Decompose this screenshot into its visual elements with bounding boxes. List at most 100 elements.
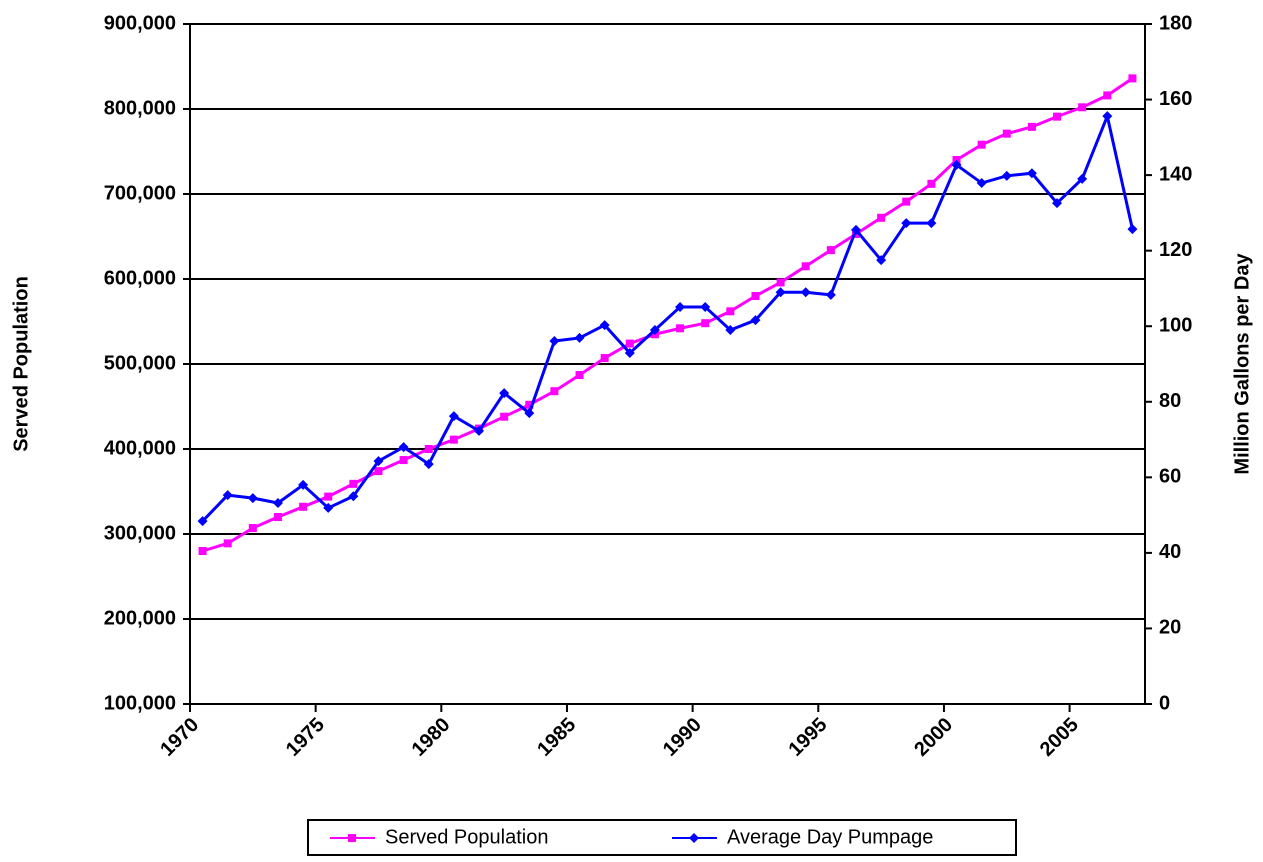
marker xyxy=(550,387,559,396)
marker xyxy=(1002,129,1011,138)
y-tick-label: 700,000 xyxy=(104,182,176,204)
legend-label: Served Population xyxy=(385,826,548,848)
marker xyxy=(725,325,736,335)
marker xyxy=(676,324,685,333)
marker xyxy=(649,325,660,335)
marker xyxy=(1102,111,1113,122)
marker xyxy=(750,315,761,326)
marker xyxy=(675,301,686,312)
marker xyxy=(700,301,711,312)
y-tick-label: 800,000 xyxy=(104,97,176,119)
marker xyxy=(374,467,383,476)
x-tick-label: 1980 xyxy=(408,714,455,761)
series-line xyxy=(202,77,1134,553)
marker xyxy=(474,425,485,436)
marker xyxy=(272,498,283,509)
marker xyxy=(850,224,861,235)
marker xyxy=(248,524,257,533)
marker xyxy=(424,445,433,453)
marker xyxy=(625,339,634,348)
y2-tick-label: 100 xyxy=(1159,315,1192,337)
y-tick-label: 500,000 xyxy=(104,352,176,374)
marker xyxy=(1001,170,1012,181)
y2-tick-label: 120 xyxy=(1159,239,1192,261)
x-tick-label: 1995 xyxy=(785,714,832,761)
y-tick-label: 400,000 xyxy=(104,437,176,459)
marker xyxy=(977,140,986,149)
marker xyxy=(624,348,635,359)
marker xyxy=(348,834,356,842)
marker xyxy=(876,255,887,266)
marker xyxy=(801,262,810,271)
marker xyxy=(500,412,509,421)
x-tick-label: 1975 xyxy=(282,714,329,761)
marker xyxy=(689,833,699,843)
marker xyxy=(222,490,233,501)
marker xyxy=(423,459,434,470)
marker xyxy=(198,547,207,555)
marker xyxy=(926,218,937,229)
marker xyxy=(223,539,232,548)
marker xyxy=(902,197,911,206)
y2-tick-label: 160 xyxy=(1159,88,1192,110)
y2-tick-label: 60 xyxy=(1159,466,1181,488)
x-tick-label: 1990 xyxy=(659,714,706,761)
marker xyxy=(298,479,309,490)
y2-tick-label: 140 xyxy=(1159,163,1192,185)
marker xyxy=(976,178,987,189)
marker xyxy=(1077,173,1088,184)
marker xyxy=(901,218,912,229)
marker xyxy=(951,159,962,170)
marker xyxy=(776,278,785,287)
marker xyxy=(600,354,609,363)
marker xyxy=(575,371,584,380)
y2-tick-label: 80 xyxy=(1159,390,1181,412)
y2-axis-title: Million Gallons per Day xyxy=(1231,253,1253,475)
marker xyxy=(825,289,836,300)
y2-tick-label: 180 xyxy=(1159,12,1192,34)
legend-box xyxy=(307,819,1017,856)
marker xyxy=(323,502,334,513)
marker xyxy=(1128,74,1137,83)
marker xyxy=(524,408,535,419)
marker xyxy=(574,332,585,343)
legend-label: Average Day Pumpage xyxy=(727,826,933,848)
marker xyxy=(1127,224,1138,235)
x-tick-label: 1985 xyxy=(533,714,580,761)
y2-tick-label: 20 xyxy=(1159,617,1181,639)
marker xyxy=(800,287,811,298)
x-tick-label: 2005 xyxy=(1036,714,1083,761)
marker xyxy=(349,479,358,488)
marker xyxy=(247,493,258,504)
series-line xyxy=(201,111,1134,523)
marker xyxy=(1052,198,1063,209)
marker xyxy=(726,307,735,316)
y-tick-label: 200,000 xyxy=(104,607,176,629)
y2-tick-label: 0 xyxy=(1159,692,1170,714)
y-axis-title: Served Population xyxy=(10,276,32,452)
y-tick-label: 900,000 xyxy=(104,12,176,34)
y-tick-label: 100,000 xyxy=(104,692,176,714)
marker xyxy=(1078,103,1087,112)
marker xyxy=(398,442,409,453)
marker xyxy=(751,292,760,300)
marker xyxy=(1053,112,1062,121)
marker xyxy=(775,287,786,298)
x-tick-label: 2000 xyxy=(910,714,957,761)
marker xyxy=(1103,91,1112,100)
marker xyxy=(499,388,510,399)
marker xyxy=(549,335,560,346)
y2-tick-label: 40 xyxy=(1159,541,1181,563)
marker xyxy=(399,456,408,465)
marker xyxy=(348,491,359,502)
marker xyxy=(1027,122,1036,131)
marker xyxy=(448,411,459,422)
marker xyxy=(449,435,458,444)
marker xyxy=(701,319,710,328)
marker xyxy=(525,400,534,409)
marker xyxy=(599,320,610,331)
marker xyxy=(373,456,384,467)
marker xyxy=(197,516,208,527)
marker xyxy=(299,502,308,511)
